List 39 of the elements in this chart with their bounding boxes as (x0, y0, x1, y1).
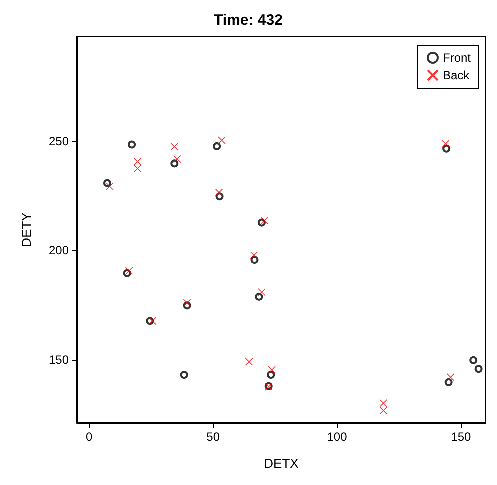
point (213, 142, 222, 150)
point (170, 160, 179, 168)
point (267, 371, 276, 380)
point (250, 252, 258, 260)
point (180, 371, 188, 380)
point (446, 374, 455, 382)
point (442, 140, 450, 148)
point (148, 317, 157, 326)
chart-title: Time: 432 (214, 12, 283, 29)
point (245, 358, 254, 366)
y-axis-title: DETY (19, 212, 34, 248)
point (106, 182, 114, 190)
legend-label: Back (442, 68, 471, 82)
point (128, 140, 136, 149)
point (470, 356, 478, 364)
point (183, 299, 192, 307)
x-tick-label: 150 (451, 430, 472, 444)
y-tick-label: 250 (48, 134, 70, 149)
point (170, 143, 179, 151)
x-tick-label: 100 (327, 430, 348, 444)
point (255, 292, 264, 301)
x-tick-label: 50 (206, 430, 220, 444)
point (218, 136, 226, 144)
y-tick-label: 150 (48, 352, 70, 367)
point (474, 365, 483, 374)
point (268, 366, 276, 374)
point (103, 179, 112, 188)
point (260, 216, 269, 225)
point (258, 288, 266, 296)
point (444, 378, 453, 386)
point (173, 155, 182, 164)
point (250, 256, 259, 264)
point (125, 267, 134, 275)
x-tick-label: 0 (86, 430, 94, 444)
x-axis-title: DETX (264, 456, 300, 471)
point (442, 144, 451, 153)
legend-label: Front (442, 51, 472, 65)
point (215, 188, 224, 197)
y-tick-label: 200 (48, 244, 70, 258)
